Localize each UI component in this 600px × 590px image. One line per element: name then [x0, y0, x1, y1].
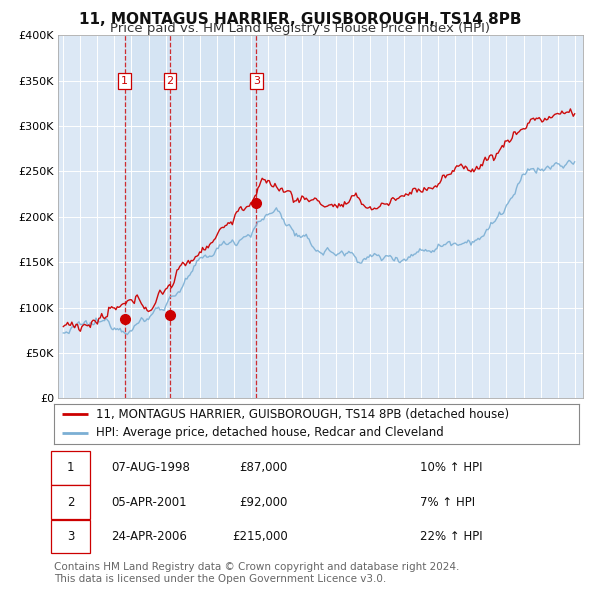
- Text: 24-APR-2006: 24-APR-2006: [111, 530, 187, 543]
- Text: £215,000: £215,000: [232, 530, 288, 543]
- Text: 1: 1: [121, 76, 128, 86]
- Text: 2: 2: [67, 496, 74, 509]
- Bar: [125, 35, 256, 398]
- Text: 3: 3: [253, 76, 260, 86]
- Text: 2: 2: [166, 76, 173, 86]
- Text: 11, MONTAGUS HARRIER, GUISBOROUGH, TS14 8PB (detached house): 11, MONTAGUS HARRIER, GUISBOROUGH, TS14 …: [96, 408, 509, 421]
- Text: 22% ↑ HPI: 22% ↑ HPI: [420, 530, 482, 543]
- Text: 3: 3: [67, 530, 74, 543]
- Text: Price paid vs. HM Land Registry's House Price Index (HPI): Price paid vs. HM Land Registry's House …: [110, 22, 490, 35]
- Text: 1: 1: [67, 461, 74, 474]
- Text: £92,000: £92,000: [239, 496, 288, 509]
- Text: 05-APR-2001: 05-APR-2001: [111, 496, 187, 509]
- Text: HPI: Average price, detached house, Redcar and Cleveland: HPI: Average price, detached house, Redc…: [96, 427, 444, 440]
- Text: 07-AUG-1998: 07-AUG-1998: [111, 461, 190, 474]
- Text: 7% ↑ HPI: 7% ↑ HPI: [420, 496, 475, 509]
- Text: £87,000: £87,000: [240, 461, 288, 474]
- Text: 10% ↑ HPI: 10% ↑ HPI: [420, 461, 482, 474]
- Text: Contains HM Land Registry data © Crown copyright and database right 2024.
This d: Contains HM Land Registry data © Crown c…: [54, 562, 460, 584]
- Text: 11, MONTAGUS HARRIER, GUISBOROUGH, TS14 8PB: 11, MONTAGUS HARRIER, GUISBOROUGH, TS14 …: [79, 12, 521, 27]
